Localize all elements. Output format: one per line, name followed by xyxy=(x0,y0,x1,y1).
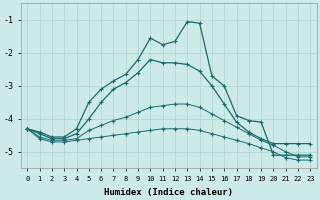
X-axis label: Humidex (Indice chaleur): Humidex (Indice chaleur) xyxy=(104,188,233,197)
